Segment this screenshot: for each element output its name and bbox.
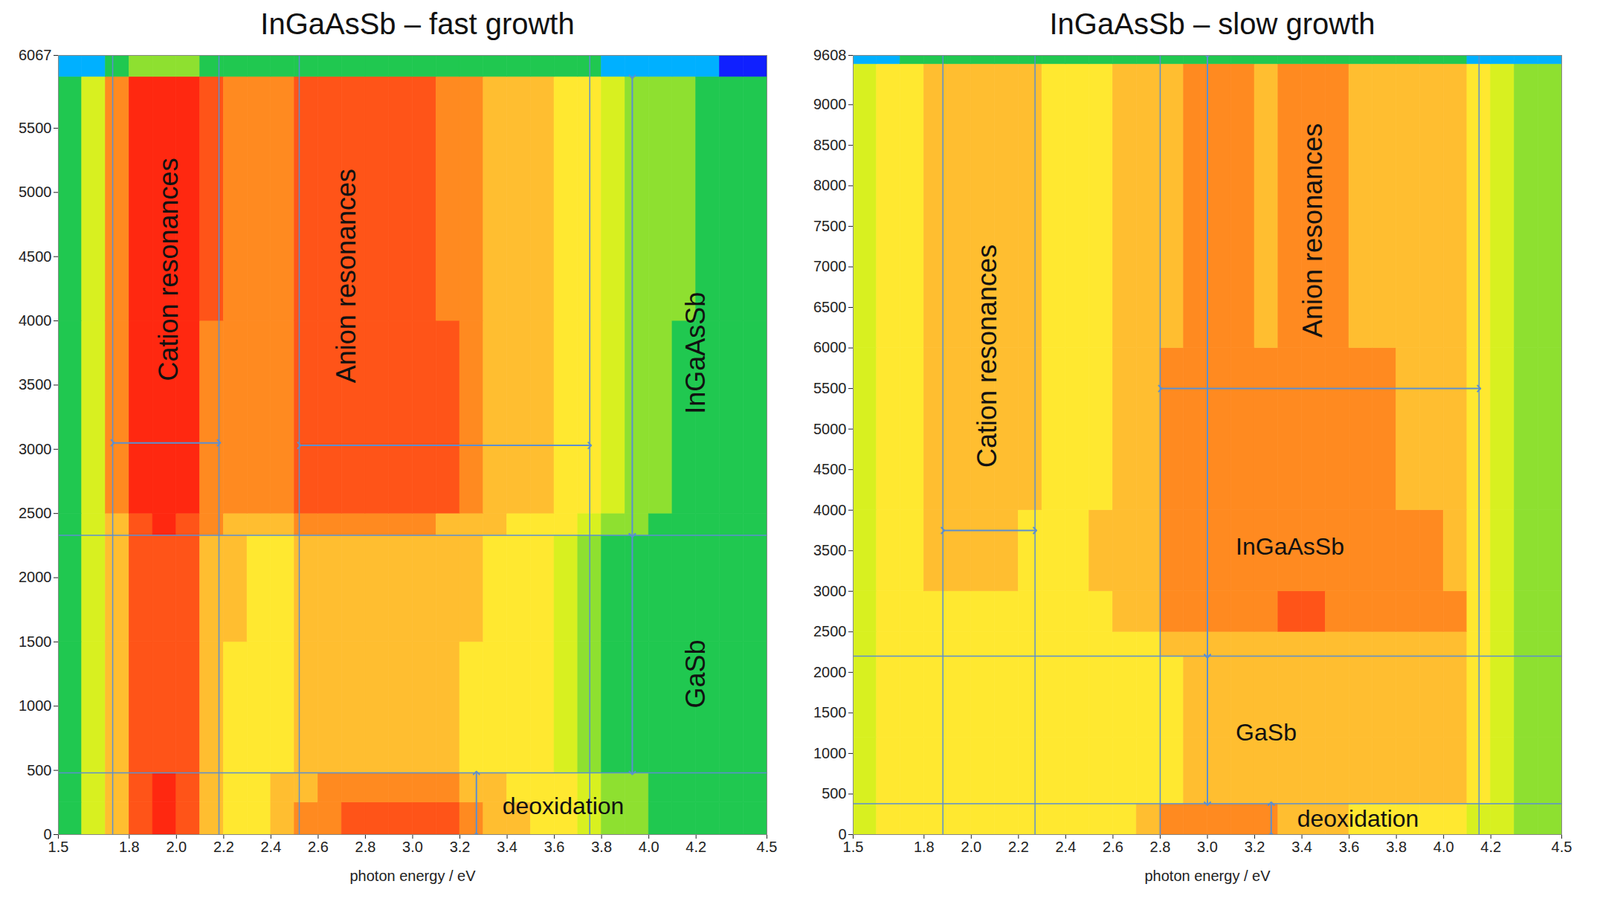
svg-text:3.0: 3.0 [1197,838,1218,856]
svg-text:photon energy / eV: photon energy / eV [1144,867,1271,885]
svg-text:3500: 3500 [18,376,53,393]
svg-text:6000: 6000 [813,339,847,356]
svg-text:2.6: 2.6 [1102,838,1124,856]
svg-text:InGaAsSb: InGaAsSb [1235,533,1345,560]
svg-text:500: 500 [26,762,52,779]
svg-text:8000: 8000 [813,176,847,194]
svg-text:5500: 5500 [813,379,847,397]
svg-text:3500: 3500 [813,542,847,559]
svg-text:3.6: 3.6 [544,838,566,856]
svg-text:2.0: 2.0 [960,838,982,856]
svg-text:5000: 5000 [18,183,53,200]
svg-text:6067: 6067 [18,46,53,64]
svg-text:3.2: 3.2 [1244,838,1266,856]
svg-text:Anion resonances: Anion resonances [1297,123,1328,338]
svg-text:2000: 2000 [18,568,53,586]
svg-text:3000: 3000 [813,582,847,600]
svg-text:2.6: 2.6 [307,838,329,856]
svg-text:4500: 4500 [813,460,847,478]
svg-text:7000: 7000 [813,257,847,275]
svg-text:2.2: 2.2 [213,838,235,856]
svg-text:6500: 6500 [813,298,847,316]
svg-text:500: 500 [821,785,847,802]
svg-text:InGaAsSb: InGaAsSb [680,292,711,415]
svg-text:3.4: 3.4 [496,838,518,856]
svg-text:1.5: 1.5 [843,838,864,856]
svg-text:2000: 2000 [813,663,847,681]
html-text:InGaAsSb – fast growth: InGaAsSb – fast growth [260,7,575,41]
svg-text:4.5: 4.5 [1551,838,1573,856]
svg-text:2.8: 2.8 [355,838,377,856]
svg-text:deoxidation: deoxidation [502,792,625,820]
svg-text:3.6: 3.6 [1339,838,1360,856]
svg-text:7500: 7500 [813,217,847,235]
svg-text:GaSb: GaSb [1235,718,1297,746]
svg-text:Cation resonances: Cation resonances [971,244,1003,468]
svg-text:2.4: 2.4 [260,838,282,856]
svg-text:3.2: 3.2 [449,838,471,856]
svg-text:1000: 1000 [18,697,53,714]
svg-text:3.4: 3.4 [1291,838,1313,856]
svg-text:3000: 3000 [18,440,53,458]
svg-text:1.5: 1.5 [48,838,70,856]
svg-text:4500: 4500 [18,248,53,265]
svg-text:0: 0 [838,825,847,843]
svg-text:4.0: 4.0 [1433,838,1455,856]
svg-text:GaSb: GaSb [680,640,711,709]
svg-text:1.8: 1.8 [118,838,140,856]
svg-text:2500: 2500 [813,623,847,640]
svg-text:4.0: 4.0 [638,838,660,856]
html-text:InGaAsSb – slow growth: InGaAsSb – slow growth [1049,7,1376,41]
svg-text:photon energy / eV: photon energy / eV [349,867,476,885]
svg-text:1000: 1000 [813,744,847,762]
svg-text:deoxidation: deoxidation [1297,805,1420,832]
svg-text:0: 0 [43,825,52,843]
svg-text:2500: 2500 [18,504,53,522]
svg-text:Cation resonances: Cation resonances [153,157,184,381]
svg-text:5000: 5000 [813,420,847,438]
svg-text:9000: 9000 [813,95,847,113]
svg-text:4.2: 4.2 [1480,838,1502,856]
svg-text:1500: 1500 [18,633,53,650]
svg-text:4.2: 4.2 [685,838,707,856]
svg-text:4000: 4000 [18,312,53,329]
svg-text:9608: 9608 [813,46,847,64]
svg-text:4000: 4000 [813,501,847,519]
svg-text:2.4: 2.4 [1055,838,1076,856]
svg-text:3.8: 3.8 [1385,838,1407,856]
svg-text:2.2: 2.2 [1008,838,1029,856]
svg-text:2.8: 2.8 [1150,838,1172,856]
svg-text:4.5: 4.5 [756,838,778,856]
svg-text:1.8: 1.8 [913,838,935,856]
svg-text:2.0: 2.0 [165,838,187,856]
svg-text:3.8: 3.8 [591,838,612,856]
svg-text:8500: 8500 [813,136,847,154]
svg-text:Anion resonances: Anion resonances [330,168,362,383]
svg-text:3.0: 3.0 [402,838,424,856]
svg-text:1500: 1500 [813,704,847,721]
svg-text:5500: 5500 [18,119,53,137]
